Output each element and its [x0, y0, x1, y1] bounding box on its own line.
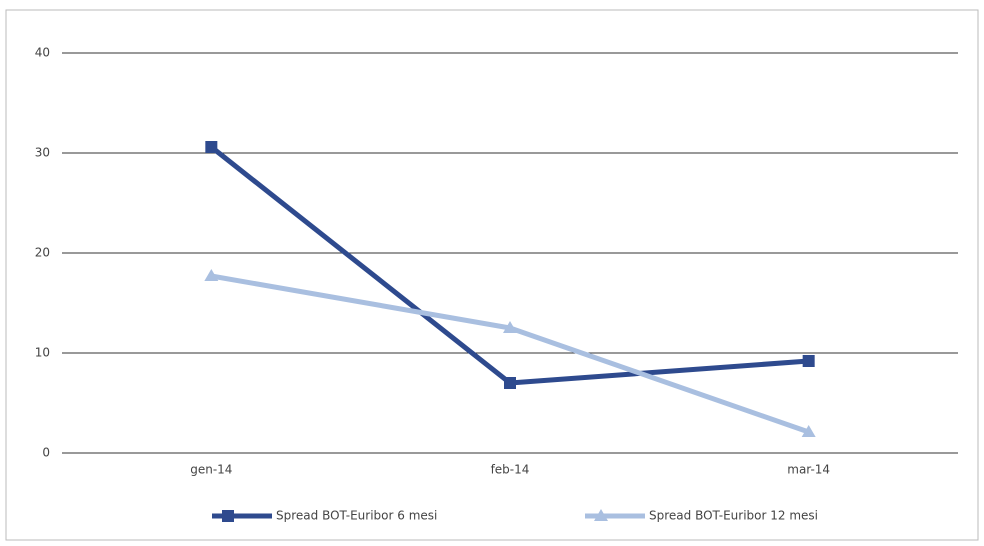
legend-marker — [222, 510, 234, 522]
data-point — [205, 141, 218, 153]
y-tick-label: 40 — [35, 46, 50, 60]
series-line — [209, 145, 809, 386]
x-tick-label: mar-14 — [787, 463, 830, 477]
x-tick-label: feb-14 — [491, 463, 530, 477]
data-point — [503, 321, 517, 333]
legend-label: Spread BOT-Euribor 6 mesi — [276, 509, 437, 523]
data-point — [802, 355, 815, 367]
series-line — [210, 273, 810, 435]
legend-label: Spread BOT-Euribor 12 mesi — [649, 509, 818, 523]
x-tick-label: gen-14 — [190, 463, 232, 477]
legend-marker — [594, 509, 608, 521]
y-tick-label: 30 — [35, 146, 50, 160]
data-point — [504, 377, 516, 389]
chart-frame — [5, 9, 979, 541]
y-tick-label: 10 — [35, 346, 50, 360]
y-tick-label: 20 — [35, 246, 50, 260]
data-point — [204, 269, 219, 281]
data-point — [801, 425, 816, 437]
y-tick-label: 0 — [42, 446, 50, 460]
